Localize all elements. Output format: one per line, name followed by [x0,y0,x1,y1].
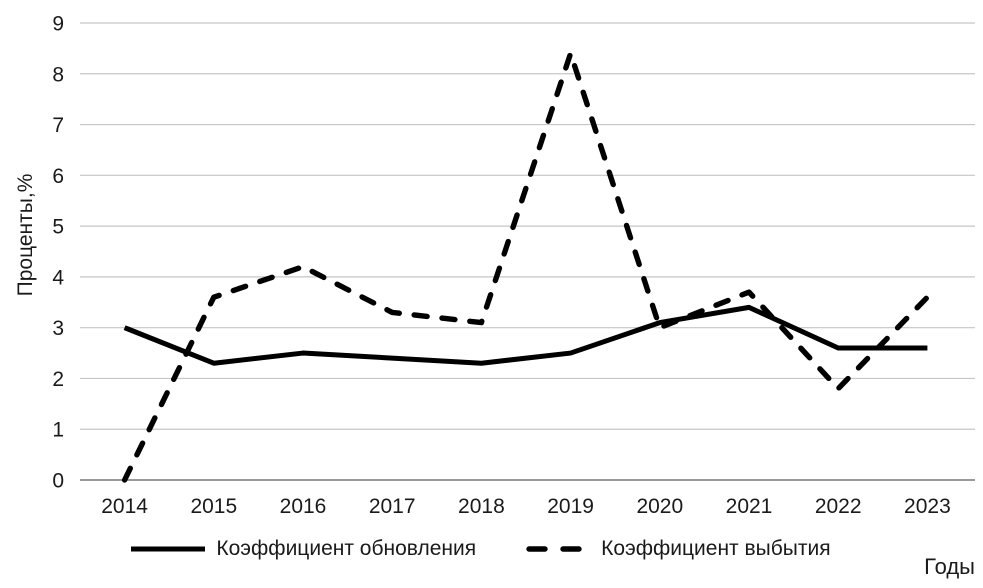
legend-item-renewal: Коэффициент обновления [129,537,476,561]
x-tick-label: 2016 [280,495,327,518]
legend: Коэффициент обновления Коэффициент выбыт… [80,537,880,561]
series-line-dashed [121,50,931,483]
dashed-line-marker [526,546,590,552]
legend-item-retirement: Коэффициент выбытия [524,537,831,561]
x-tick-label: 2019 [547,495,594,518]
x-tick-label: 2014 [101,495,148,518]
series-line-solid [123,304,928,366]
y-tick-label: 7 [52,114,64,137]
y-tick-label: 1 [52,419,64,442]
x-tick-label: 2021 [726,495,773,518]
x-tick-label: 2018 [458,495,505,518]
solid-line-marker [131,546,206,552]
x-tick-label: 2015 [190,495,237,518]
y-tick-label: 5 [52,216,64,239]
y-tick-label: 0 [52,470,64,493]
y-tick-label: 4 [52,266,64,289]
y-tick-label: 6 [52,165,64,188]
y-tick-label: 2 [52,368,64,391]
x-tick-label: 2017 [369,495,416,518]
y-tick-label: 3 [52,317,64,340]
legend-label-retirement: Коэффициент выбытия [601,537,831,560]
x-tick-label: 2022 [815,495,862,518]
y-tick-label: 8 [52,63,64,86]
y-tick-label: 9 [52,13,64,36]
x-tick-label: 2023 [904,495,951,518]
x-tick-label: 2020 [636,495,683,518]
x-axis-title: Годы [924,554,975,579]
legend-label-renewal: Коэффициент обновления [216,537,477,560]
